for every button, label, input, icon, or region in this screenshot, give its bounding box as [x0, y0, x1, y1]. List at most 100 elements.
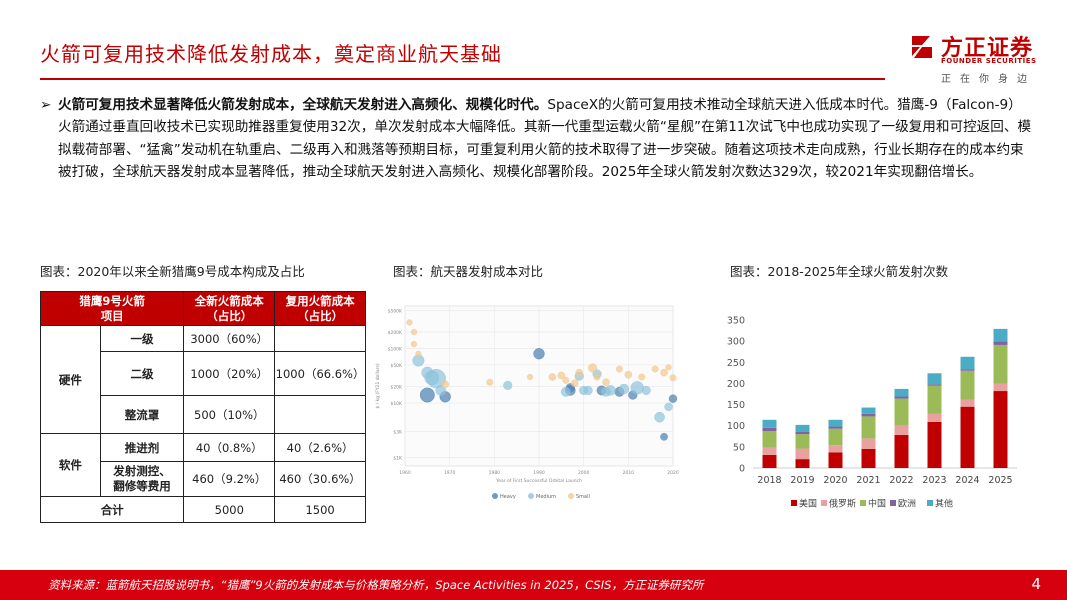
y-tick-label: $200K — [388, 330, 403, 336]
x-tick-label: 2020 — [667, 470, 679, 476]
table-header-reuse: 复用火箭成本 （占比） — [274, 291, 366, 326]
data-point — [419, 387, 435, 403]
table-cell-reuse: 1000（66.6%） — [274, 351, 366, 396]
bar-segment — [795, 431, 810, 435]
y-tick-label: $100K — [388, 346, 403, 352]
data-point — [630, 381, 644, 395]
bar-segment — [762, 427, 777, 432]
x-tick-label: 1970 — [444, 470, 456, 476]
legend-label: 其他 — [935, 498, 953, 510]
x-tick-label: 2023 — [922, 475, 946, 486]
y-tick-label: $20K — [390, 385, 403, 391]
x-tick-label: 2019 — [790, 475, 814, 486]
legend-label: 俄罗斯 — [829, 498, 856, 510]
legend-label: Small — [576, 494, 590, 500]
data-point — [406, 319, 413, 326]
data-point — [654, 411, 665, 423]
bar-segment — [894, 398, 909, 426]
data-point — [562, 376, 570, 384]
data-point — [668, 394, 678, 403]
y-tick-label: 150 — [727, 400, 745, 411]
y-tick-label: $10K — [390, 401, 403, 407]
data-point — [618, 383, 630, 395]
table-cell-new: 3000（60%） — [183, 325, 276, 352]
bar-segment — [927, 373, 942, 385]
data-point — [651, 365, 659, 373]
legend-marker — [492, 493, 498, 499]
x-tick-label: 2018 — [757, 475, 781, 486]
data-point — [665, 364, 672, 371]
y-tick-label: 100 — [727, 421, 745, 432]
x-tick-label: 2021 — [856, 475, 880, 486]
logo-slogan: 正在你身边 — [941, 74, 1036, 85]
bar-segment — [861, 438, 876, 449]
bar-segment — [960, 399, 975, 407]
table-cell-new: 460（9.2%） — [183, 461, 276, 497]
title-divider — [40, 78, 885, 80]
legend-marker — [568, 493, 574, 499]
data-point — [664, 402, 673, 412]
data-point — [415, 350, 422, 357]
legend-label: 中国 — [868, 498, 886, 510]
legend-label: Medium — [536, 494, 556, 500]
footer-bar: 资料来源：蓝箭航天招股说明书，“猎鹰”9火箭的发射成本与价格策略分析，Space… — [0, 570, 1067, 600]
data-point — [526, 373, 534, 381]
summary-lead: 火箭可复用技术显著降低火箭发射成本，全球航天发射进入高频化、规模化时代。 — [58, 97, 548, 113]
bar-segment — [993, 341, 1008, 345]
data-point — [410, 328, 418, 336]
x-axis-label: Year of First Successful Orbital Launch — [495, 478, 582, 484]
bar-segment — [993, 328, 1008, 342]
data-point — [615, 365, 623, 373]
table-cell-item: 一级 — [99, 325, 185, 352]
founder-logo: 方正证券 FOUNDER SECURITIES 正在你身边 — [908, 30, 1043, 85]
table-header-item: 猎鹰9号火箭 项目 — [39, 291, 185, 326]
table-cell-new: 500（10%） — [183, 395, 276, 434]
data-point — [602, 378, 610, 387]
data-point — [557, 371, 566, 380]
launch-count-bar-chart: 0 50 100 150 200 250 300 350 2018 2019 2020 2021 202… — [727, 316, 1017, 510]
legend-swatch — [890, 500, 896, 506]
bar-segment — [828, 419, 843, 427]
table-cell-reuse: 40（2.6%） — [274, 433, 366, 462]
bar-segment — [927, 421, 942, 468]
caption-launch-count: 图表：2018-2025年全球火箭发射次数 — [730, 264, 949, 279]
legend-label: Heavy — [500, 494, 516, 500]
summary-text: SpaceX的火箭可复用技术推动全球航天进入低成本时代。猎鹰-9（Falcon-… — [58, 97, 1032, 180]
x-tick-label: 2000 — [578, 470, 590, 476]
bar-segment — [993, 391, 1008, 468]
table-cell-reuse: 460（30.6%） — [274, 461, 366, 497]
bar-segment — [960, 406, 975, 468]
x-tick-label: 1990 — [533, 470, 545, 476]
table-cell-item: 整流罩 — [99, 395, 185, 434]
bar-segment — [960, 370, 975, 400]
bar-segment — [762, 419, 777, 428]
legend-swatch — [821, 500, 827, 506]
table-header-new: 全新火箭成本 （占比） — [183, 291, 276, 326]
x-tick-label: 2024 — [955, 475, 979, 486]
logo-english: FOUNDER SECURITIES — [941, 57, 1037, 65]
bar-segment — [795, 434, 810, 449]
bar-segment — [927, 385, 942, 414]
data-point — [588, 363, 598, 373]
bar-segment — [762, 447, 777, 455]
data-point — [410, 341, 418, 348]
y-tick-label: 250 — [727, 358, 745, 369]
legend-marker — [528, 493, 534, 499]
data-point — [548, 373, 557, 381]
table-group-software: 软件 — [40, 433, 101, 497]
bar-segment — [894, 396, 909, 399]
summary-paragraph: ➢ 火箭可复用技术显著降低火箭发射成本，全球航天发射进入高频化、规模化时代。Sp… — [40, 94, 1033, 183]
bar-segment — [762, 431, 777, 448]
y-tick-label: $1K — [393, 456, 403, 462]
bar-segment — [795, 448, 810, 460]
data-point — [533, 348, 545, 360]
bar-segment — [828, 452, 843, 468]
legend-swatch — [860, 500, 866, 506]
data-point — [660, 368, 668, 377]
y-axis-label: $ / kg (FY21 dollars) — [375, 363, 381, 408]
table-cell-reuse — [274, 325, 366, 352]
bar-segment — [861, 416, 876, 439]
bar-segment — [861, 448, 876, 468]
page-number: 4 — [1031, 575, 1041, 593]
y-tick-label: $50K — [390, 363, 403, 369]
